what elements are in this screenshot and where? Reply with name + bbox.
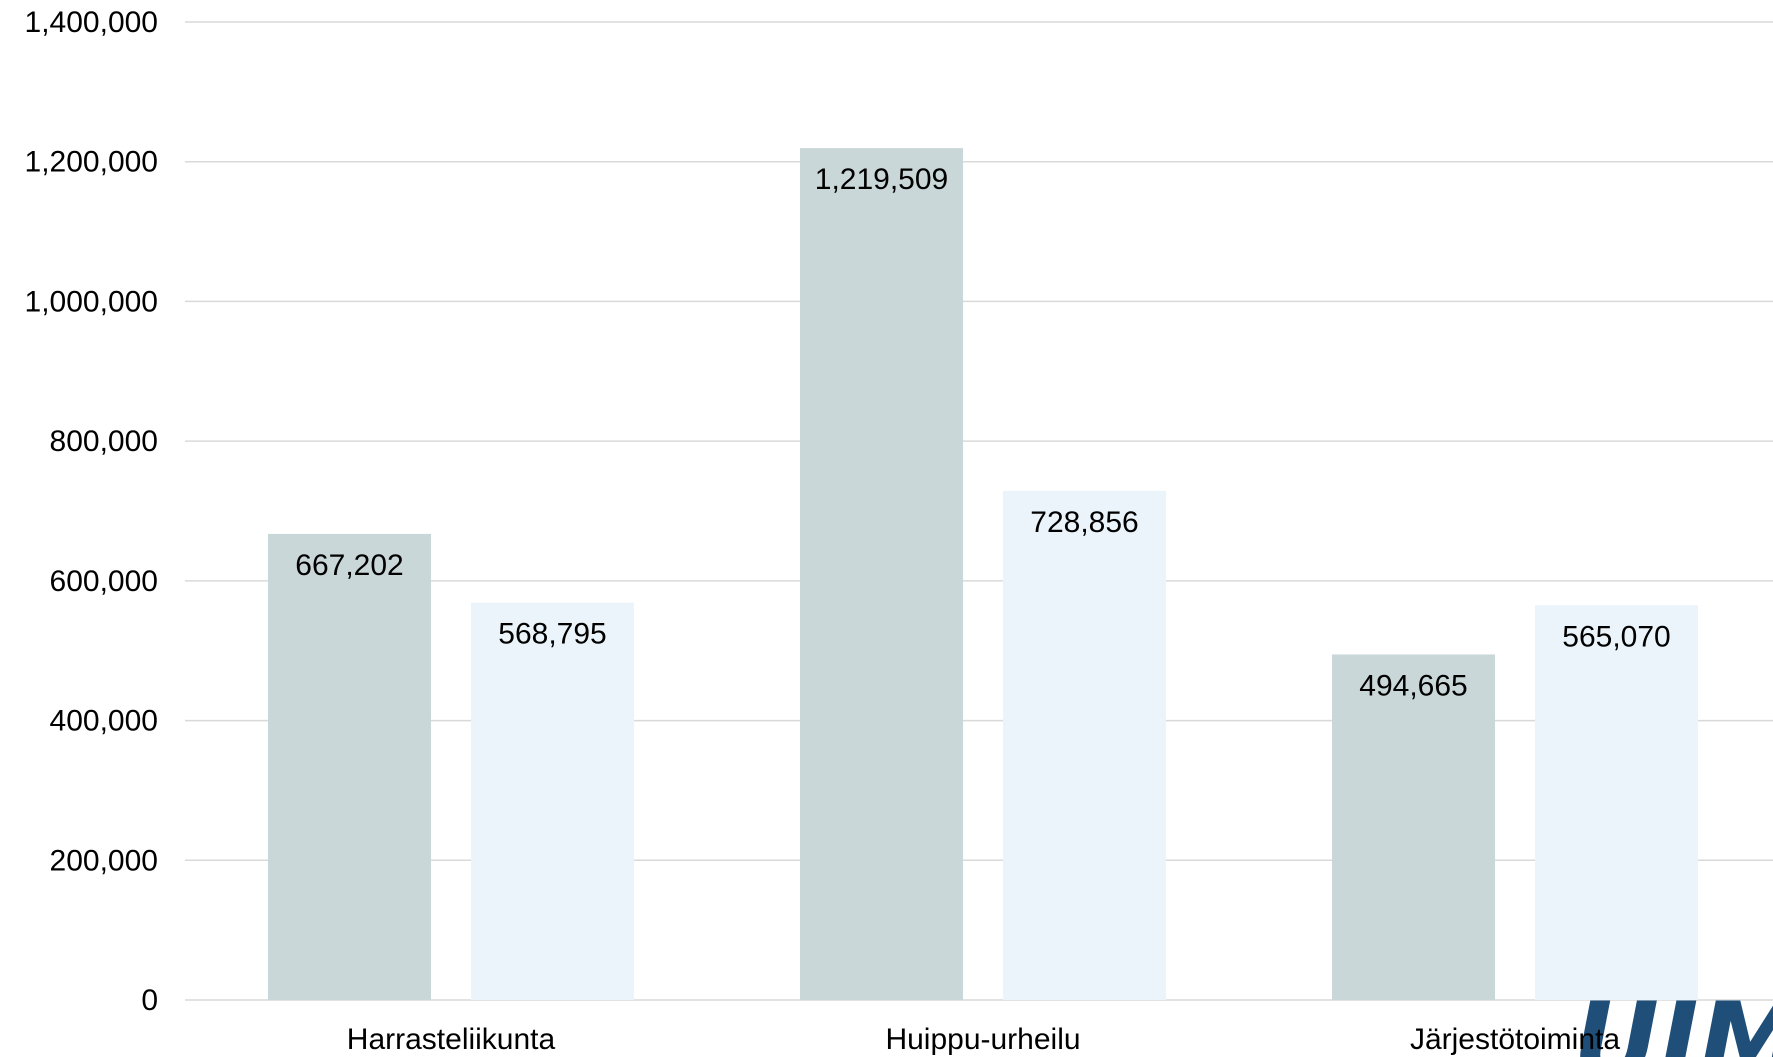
bar [800,148,963,1000]
data-label: 494,665 [1359,669,1467,702]
bar [268,533,431,1000]
bar [1003,490,1166,1000]
category-label: Järjestötoiminta [1410,1023,1620,1056]
data-labels: 667,202 1,219,509 494,665 568,795 728,856 565… [295,163,1670,702]
y-tick-label: 400,000 [50,705,158,738]
x-axis-category-labels: Harrasteliikunta Huippu-urheilu Järjestöto… [347,1023,1621,1056]
bar [1535,605,1698,1000]
data-label: 667,202 [295,549,403,582]
y-tick-label: 200,000 [50,844,158,877]
y-tick-label: 0 [141,984,158,1017]
logo: UIMA [1573,980,1773,1057]
data-label: 565,070 [1562,620,1670,653]
y-tick-label: 600,000 [50,565,158,598]
y-axis-tick-labels: 0 200,000 400,000 600,000 800,000 1,000,000 1,… [25,6,158,1017]
category-label: Huippu-urheilu [885,1023,1080,1056]
bar [471,602,634,1000]
y-tick-label: 800,000 [50,425,158,458]
y-tick-label: 1,400,000 [25,6,158,39]
data-label: 1,219,509 [815,163,948,196]
y-tick-label: 1,200,000 [25,146,158,179]
y-tick-label: 1,000,000 [25,285,158,318]
bar [1332,654,1495,1000]
category-label: Harrasteliikunta [347,1023,556,1056]
data-label: 728,856 [1030,506,1138,539]
logo-text: UIMA [1573,980,1773,1057]
bars [268,148,1698,1000]
gridlines [185,21,1773,1001]
data-label: 568,795 [498,618,606,651]
